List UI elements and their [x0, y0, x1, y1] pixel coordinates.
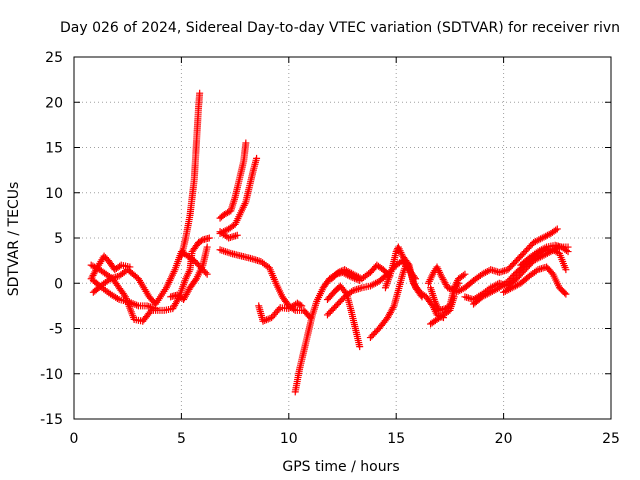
y-axis-label: SDTVAR / TECUs: [6, 182, 22, 297]
data-point: [221, 248, 229, 256]
data-point: [262, 316, 270, 324]
data-point: [389, 304, 397, 312]
y-tick-label: 15: [45, 141, 63, 157]
series-track-9: [216, 246, 314, 322]
series-track-7: [216, 154, 261, 237]
data-point: [561, 289, 569, 297]
data-point: [444, 284, 452, 292]
data-point: [116, 262, 124, 270]
data-point: [564, 248, 572, 256]
data-point: [342, 288, 350, 296]
series-track-20: [452, 225, 561, 296]
series-track-22: [470, 245, 570, 308]
chart-title: Day 026 of 2024, Sidereal Day-to-day VTE…: [60, 20, 620, 36]
y-tick-label: -10: [40, 367, 63, 383]
x-tick-label: 20: [495, 431, 513, 447]
data-point: [242, 139, 250, 147]
series-track-5: [167, 243, 211, 304]
y-tick-label: -5: [49, 322, 63, 338]
x-tick-label: 15: [387, 431, 405, 447]
data-point: [450, 293, 458, 301]
data-point: [233, 231, 241, 239]
x-tick-label: 10: [280, 431, 298, 447]
series-track-15: [366, 258, 426, 342]
data-point: [334, 268, 342, 276]
series-track-14: [328, 261, 394, 283]
data-point: [197, 237, 205, 245]
data-point: [445, 284, 453, 292]
series-track-18: [427, 293, 458, 328]
data-point: [336, 268, 344, 276]
data-point: [152, 305, 160, 313]
data-point: [225, 249, 233, 257]
data-point: [203, 243, 211, 251]
x-tick-label: 25: [602, 431, 620, 447]
data-point: [264, 315, 272, 323]
axis-ticks: 0 5 10 15 20 25 -15 -10 -5 0 5 10 15 20 25: [40, 50, 620, 447]
data-point: [223, 248, 231, 256]
series-track-6: [216, 139, 250, 222]
data-point: [205, 234, 213, 242]
data-point: [562, 266, 570, 274]
data-point: [113, 294, 121, 302]
data-point: [120, 291, 128, 299]
data-point: [261, 317, 269, 325]
series-track-24: [517, 241, 572, 269]
data-point: [220, 247, 228, 255]
y-tick-label: 5: [54, 231, 63, 247]
grid-lines: [74, 57, 611, 419]
series-spike-1: [177, 89, 204, 260]
data-point: [552, 226, 560, 234]
data-point: [404, 260, 412, 268]
series-track-10: [255, 299, 306, 325]
data-point: [196, 89, 204, 97]
data-point: [253, 154, 261, 162]
series-track-16: [381, 243, 447, 322]
data-point: [356, 343, 364, 351]
data-point: [562, 246, 570, 254]
series-track-11: [291, 268, 364, 396]
series-track-23: [500, 263, 570, 298]
data-point: [218, 246, 226, 254]
x-axis-label: GPS time / hours: [282, 459, 399, 475]
x-tick-label: 5: [177, 431, 186, 447]
y-tick-label: 10: [45, 186, 63, 202]
data-point: [275, 305, 283, 313]
y-tick-label: 20: [45, 95, 63, 111]
data-point: [216, 246, 224, 254]
data-point: [259, 317, 267, 325]
y-tick-label: 0: [54, 276, 63, 292]
data-point: [296, 301, 304, 309]
series-track-13: [323, 282, 364, 351]
y-tick-label: 25: [45, 50, 63, 66]
data-point: [203, 270, 211, 278]
series-track-1: [87, 234, 213, 325]
series-track-4: [89, 277, 160, 313]
data-point: [298, 302, 306, 310]
data-point: [459, 271, 467, 279]
data-points: [87, 89, 572, 396]
x-tick-label: 0: [70, 431, 79, 447]
data-point: [202, 269, 210, 277]
data-point: [562, 290, 570, 298]
data-point: [553, 225, 561, 233]
data-point: [454, 279, 462, 287]
plot-frame: [73, 56, 612, 420]
data-point: [126, 263, 134, 271]
y-tick-label: -15: [40, 412, 63, 428]
series-track-8: [216, 228, 241, 242]
data-point: [461, 270, 469, 278]
data-point: [541, 244, 549, 252]
